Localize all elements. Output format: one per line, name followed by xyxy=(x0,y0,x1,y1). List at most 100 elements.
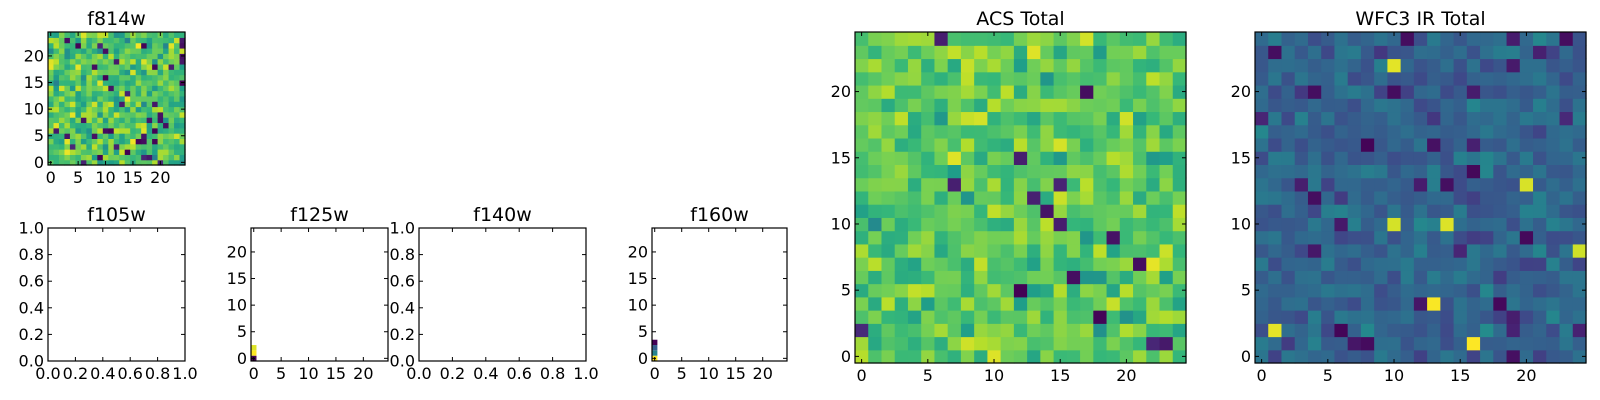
heatmap-cell xyxy=(1093,296,1108,311)
heatmap-cell xyxy=(1000,296,1015,311)
heatmap-cell xyxy=(1053,137,1068,152)
heatmap-cell xyxy=(174,90,181,97)
heatmap-cell xyxy=(1106,137,1121,152)
heatmap-cell xyxy=(1519,84,1534,99)
y-tick-label: 5 xyxy=(237,322,247,341)
heatmap-cell xyxy=(868,137,883,152)
heatmap-cell xyxy=(868,164,883,179)
heatmap-cell xyxy=(1347,190,1362,205)
heatmap-cell xyxy=(102,154,109,161)
heatmap-cell xyxy=(102,79,109,86)
heatmap-cell xyxy=(163,138,170,145)
heatmap-cell xyxy=(135,42,142,49)
heatmap-cell xyxy=(1360,164,1375,179)
heatmap-cell xyxy=(1519,270,1534,285)
heatmap-cell xyxy=(1106,190,1121,205)
heatmap-cell xyxy=(947,32,962,46)
heatmap-cell xyxy=(1546,243,1561,258)
heatmap-cell xyxy=(1294,243,1309,258)
heatmap-cell xyxy=(1427,257,1441,271)
heatmap-cell xyxy=(855,58,869,73)
heatmap-cell xyxy=(1480,177,1494,192)
heatmap-cell xyxy=(91,47,98,54)
heatmap-cell xyxy=(174,85,181,92)
heatmap-cell xyxy=(69,69,76,76)
heatmap-cell xyxy=(130,74,137,81)
heatmap-cell xyxy=(69,154,76,161)
heatmap-cell xyxy=(1453,164,1468,179)
heatmap-cell xyxy=(855,336,869,351)
heatmap-cell xyxy=(1027,243,1041,258)
heatmap-cell xyxy=(1307,164,1322,179)
heatmap-cell xyxy=(1493,243,1508,258)
heatmap-cell xyxy=(1294,151,1309,165)
heatmap-cell xyxy=(113,37,120,44)
heatmap-cell xyxy=(1013,296,1028,311)
heatmap-cell xyxy=(1066,349,1081,364)
heatmap-cell xyxy=(168,85,175,92)
heatmap-cell xyxy=(855,45,869,60)
heatmap-cell xyxy=(1453,217,1468,232)
heatmap-cell xyxy=(907,217,922,232)
heatmap-cell xyxy=(1027,98,1041,113)
heatmap-cell xyxy=(1387,32,1402,46)
heatmap-cell xyxy=(163,159,170,166)
heatmap-cell xyxy=(1268,349,1283,364)
heatmap-cell xyxy=(921,111,936,126)
heatmap-cell xyxy=(1559,217,1574,232)
heatmap-cell xyxy=(1506,151,1521,165)
heatmap-cell xyxy=(1453,310,1468,324)
heatmap-cell xyxy=(1027,204,1041,218)
heatmap-cell xyxy=(108,95,115,102)
heatmap-cell xyxy=(1427,204,1441,218)
heatmap-cell xyxy=(1413,124,1428,139)
heatmap-cell xyxy=(135,111,142,118)
heatmap-cell xyxy=(1427,98,1441,113)
heatmap-cell xyxy=(1172,151,1187,165)
heatmap-cell xyxy=(1559,111,1574,126)
heatmap-cell xyxy=(119,63,126,70)
heatmap-cell xyxy=(855,84,869,99)
heatmap-cell xyxy=(53,143,60,150)
heatmap-cell xyxy=(1013,111,1028,126)
heatmap-cell xyxy=(1066,71,1081,86)
heatmap-cell xyxy=(1387,204,1402,218)
heatmap-cell xyxy=(1506,204,1521,218)
heatmap-cell xyxy=(1281,151,1296,165)
heatmap-cell xyxy=(1347,84,1362,99)
heatmap-cell xyxy=(1281,71,1296,86)
heatmap-cell xyxy=(53,58,60,65)
heatmap-cell xyxy=(1119,190,1134,205)
heatmap-cell xyxy=(1268,124,1283,139)
heatmap-cell xyxy=(58,69,66,76)
heatmap-cell xyxy=(1307,310,1322,324)
heatmap-cell xyxy=(1546,230,1561,245)
heatmap-cell xyxy=(163,127,170,134)
heatmap-cell xyxy=(1294,58,1309,73)
heatmap-cell xyxy=(146,106,153,113)
heatmap-cell xyxy=(1572,124,1587,139)
heatmap-cell xyxy=(1066,336,1081,351)
heatmap-cell xyxy=(124,47,131,54)
heatmap-cell xyxy=(947,84,962,99)
heatmap-cell xyxy=(1027,310,1041,324)
heatmap-cell xyxy=(1146,164,1161,179)
heatmap-cell xyxy=(58,47,66,54)
heatmap-cell xyxy=(1106,32,1121,46)
heatmap-cell xyxy=(135,79,142,86)
heatmap-cell xyxy=(58,143,66,150)
heatmap-cell xyxy=(1413,45,1428,60)
x-tick-label: 1.0 xyxy=(172,364,197,383)
heatmap-cell xyxy=(855,177,869,192)
heatmap-cell xyxy=(64,42,71,49)
heatmap-cell xyxy=(163,42,170,49)
heatmap-cell xyxy=(157,79,164,86)
heatmap-cell xyxy=(1066,204,1081,218)
heatmap-cell xyxy=(1321,243,1336,258)
heatmap-cell xyxy=(174,63,181,70)
heatmap-cell xyxy=(53,149,60,155)
heatmap-cell xyxy=(1159,164,1174,179)
heatmap-cell xyxy=(1559,323,1574,338)
heatmap-cell xyxy=(1040,32,1055,46)
heatmap-cell xyxy=(124,117,131,124)
